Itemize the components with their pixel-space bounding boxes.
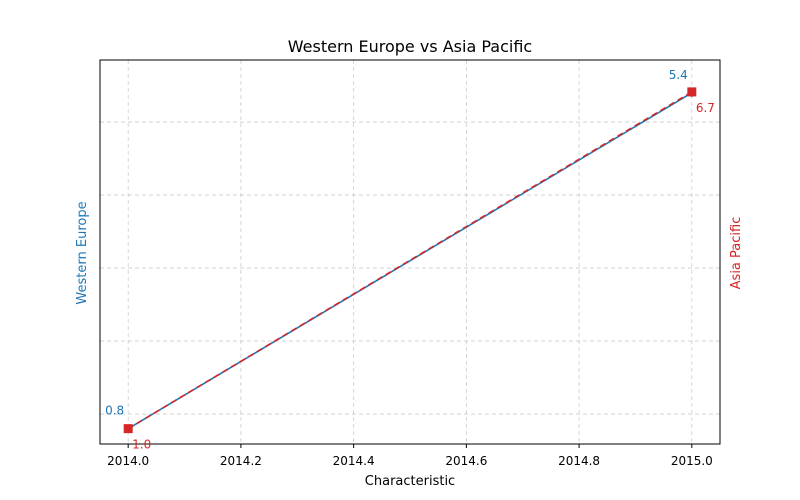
point-marker: [687, 87, 697, 97]
right-axis-label: Asia Pacific: [729, 217, 744, 290]
x-tick-label: 2014.0: [107, 454, 149, 468]
x-axis-label: Characteristic: [365, 474, 455, 489]
x-axis-ticks: 2014.0 2014.2 2014.4 2014.6 2014.8 2015.0: [107, 444, 713, 468]
series-markers: [123, 87, 697, 434]
data-label: 0.8: [105, 404, 124, 418]
data-labels: 0.8 5.4 1.0 6.7: [105, 68, 715, 452]
grid: [100, 60, 720, 444]
data-label: 1.0: [132, 438, 151, 452]
x-tick-label: 2014.4: [333, 454, 375, 468]
series-line-western-europe: [127, 92, 693, 430]
x-tick-label: 2014.6: [445, 454, 487, 468]
x-tick-label: 2015.0: [671, 454, 713, 468]
x-tick-label: 2014.2: [220, 454, 262, 468]
plot-frame: [99, 59, 721, 445]
data-label: 5.4: [669, 68, 688, 82]
point-marker: [123, 424, 133, 434]
chart-title: Western Europe vs Asia Pacific: [288, 37, 532, 56]
left-axis-label: Western Europe: [75, 201, 90, 304]
x-tick-label: 2014.8: [558, 454, 600, 468]
data-label: 6.7: [696, 101, 715, 115]
series-lines: [127, 91, 693, 430]
